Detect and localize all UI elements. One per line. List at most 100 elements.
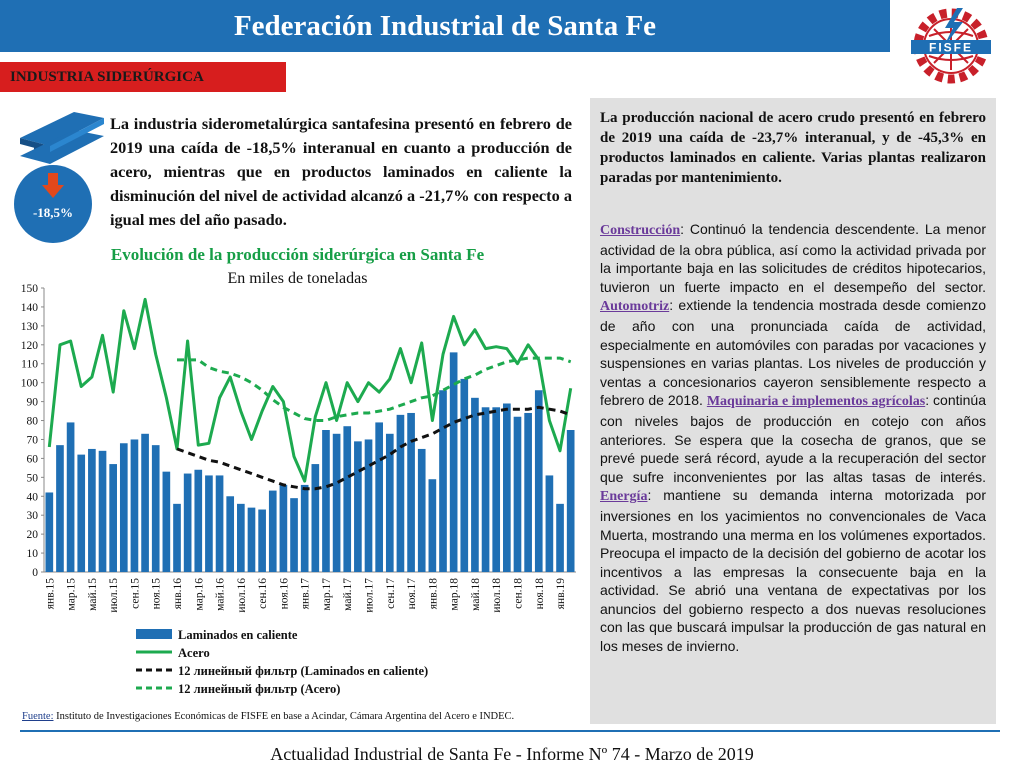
bar-laminados [194, 469, 203, 572]
production-chart: 0 10 20 30 40 50 60 70 80 90 100 110 120 130 140 150 янв… [21, 283, 576, 696]
y-tick-label: 60 [27, 453, 39, 465]
bar-laminados [311, 464, 320, 572]
sector-construccion-text: : Continuó la tendencia descendente. La … [600, 221, 986, 295]
national-summary-panel: La producción nacional de acero crudo pr… [590, 98, 996, 724]
logo-text: FISFE [929, 41, 973, 55]
bar-laminados [109, 464, 117, 572]
legend-label: Acero [178, 646, 210, 660]
x-tick-label: янв.18 [427, 578, 439, 609]
source-text: Instituto de Investigaciones Económicas … [53, 711, 515, 722]
panel-body: Construcción: Continuó la tendencia desc… [600, 220, 986, 656]
intro-paragraph: La industria siderometalúrgica santafesi… [110, 114, 572, 229]
bar-laminados [396, 414, 405, 572]
y-tick-label: 110 [21, 359, 38, 371]
x-tick-label: ноя.17 [406, 578, 418, 610]
bar-laminados [98, 450, 107, 572]
fisfe-logo: FISFE [905, 6, 997, 86]
sector-maquinaria: Maquinaria e implementos agrícolas [706, 394, 926, 410]
bar-laminados [173, 503, 181, 572]
y-tick-label: 70 [27, 434, 39, 446]
bar-laminados [77, 454, 86, 572]
header-bar [0, 0, 890, 52]
bar-laminados [343, 426, 352, 572]
bar-laminados [290, 498, 298, 572]
x-tick-label: сен.15 [129, 578, 141, 609]
bar-laminados [428, 479, 437, 572]
section-tag: INDUSTRIA SIDERÚRGICA [0, 62, 286, 92]
bar-laminados [183, 473, 192, 572]
sector-maquinaria-text: : continúa con niveles bajos de producci… [600, 392, 986, 485]
x-tick-label: янв.17 [300, 578, 312, 609]
sector-energia: Energía [600, 489, 648, 505]
y-tick-label: 140 [21, 302, 39, 314]
line-filter-laminados [176, 405, 572, 491]
bar-laminados [268, 490, 277, 572]
x-tick-label: июл.15 [108, 578, 120, 613]
page-title: Federación Industrial de Santa Fe [233, 10, 657, 42]
bar-laminados [375, 422, 383, 572]
sector-energia-text: : mantiene su demanda interna motorizada… [600, 487, 986, 655]
y-tick-label: 40 [27, 491, 39, 503]
y-tick-label: 20 [27, 529, 39, 541]
source-label: Fuente: [22, 711, 54, 722]
bar-laminados [237, 503, 245, 572]
chart-subtitle: En miles de toneladas [227, 270, 368, 287]
bar-laminados [226, 496, 235, 572]
footer-divider [20, 730, 1000, 732]
x-tick-label: сен.17 [385, 578, 397, 609]
bar-laminados [66, 422, 75, 572]
x-tick-label: мар.17 [321, 578, 333, 611]
x-tick-label: июл.16 [236, 578, 248, 613]
lightning-icon [943, 8, 963, 48]
panel-lead: La producción nacional de acero crudo pr… [600, 110, 986, 186]
bar-laminados [215, 475, 224, 572]
legend-label: 12 линейный фильтр (Acero) [178, 682, 340, 696]
y-tick-label: 130 [21, 321, 39, 333]
bar-laminados [162, 471, 171, 572]
x-tick-label: мар.15 [66, 578, 78, 611]
sector-construccion: Construcción [600, 223, 681, 238]
bar-laminados [45, 492, 54, 572]
bar-laminados [151, 445, 160, 572]
bar-laminados [524, 412, 532, 572]
x-tick-label: сен.16 [257, 578, 269, 609]
bar-laminados [119, 443, 128, 572]
x-tick-label: сен.18 [513, 578, 525, 609]
bar-laminados [364, 439, 373, 572]
x-tick-label: янв.19 [555, 578, 567, 609]
bar-laminados [566, 430, 575, 572]
x-tick-label: май.18 [470, 578, 482, 611]
y-tick-label: 100 [21, 378, 39, 390]
y-tick-label: 90 [27, 397, 39, 409]
bar-laminados [439, 390, 447, 572]
x-tick-label: ноя.16 [278, 578, 290, 610]
legend-swatch-bar [136, 629, 172, 639]
bar-laminados [56, 445, 64, 572]
bar-laminados [492, 407, 501, 572]
bar-laminados [332, 433, 341, 572]
source-note: Fuente: Instituto de Investigaciones Eco… [22, 711, 582, 727]
sector-automotriz: Automotriz [600, 299, 670, 315]
steel-beam-icon [14, 108, 110, 166]
change-value: -18,5% [32, 205, 74, 220]
x-tick-label: ноя.18 [534, 578, 546, 610]
sector-automotriz-text: : extiende la tendencia mostrada desde c… [600, 297, 986, 409]
bar-laminados [449, 352, 458, 572]
change-badge: -18,5% [14, 165, 92, 243]
y-tick-label: 50 [27, 472, 39, 484]
legend-label: Laminados en caliente [178, 628, 298, 642]
y-tick-label: 0 [32, 567, 38, 579]
y-tick-label: 80 [27, 416, 39, 428]
footer-text: Actualidad Industrial de Santa Fe - Info… [270, 744, 754, 764]
x-tick-label: янв.16 [172, 578, 184, 609]
x-tick-label: мар.16 [193, 578, 205, 611]
x-tick-label: май.17 [342, 578, 354, 611]
x-tick-label: май.16 [215, 578, 227, 611]
legend-label: 12 линейный фильтр (Laminados en calient… [178, 664, 428, 678]
bar-laminados [407, 412, 415, 572]
bar-laminados [417, 448, 426, 572]
bar-laminados [354, 441, 362, 572]
bar-laminados [460, 378, 469, 572]
bar-laminados [556, 503, 564, 572]
bar-laminados [279, 484, 288, 572]
